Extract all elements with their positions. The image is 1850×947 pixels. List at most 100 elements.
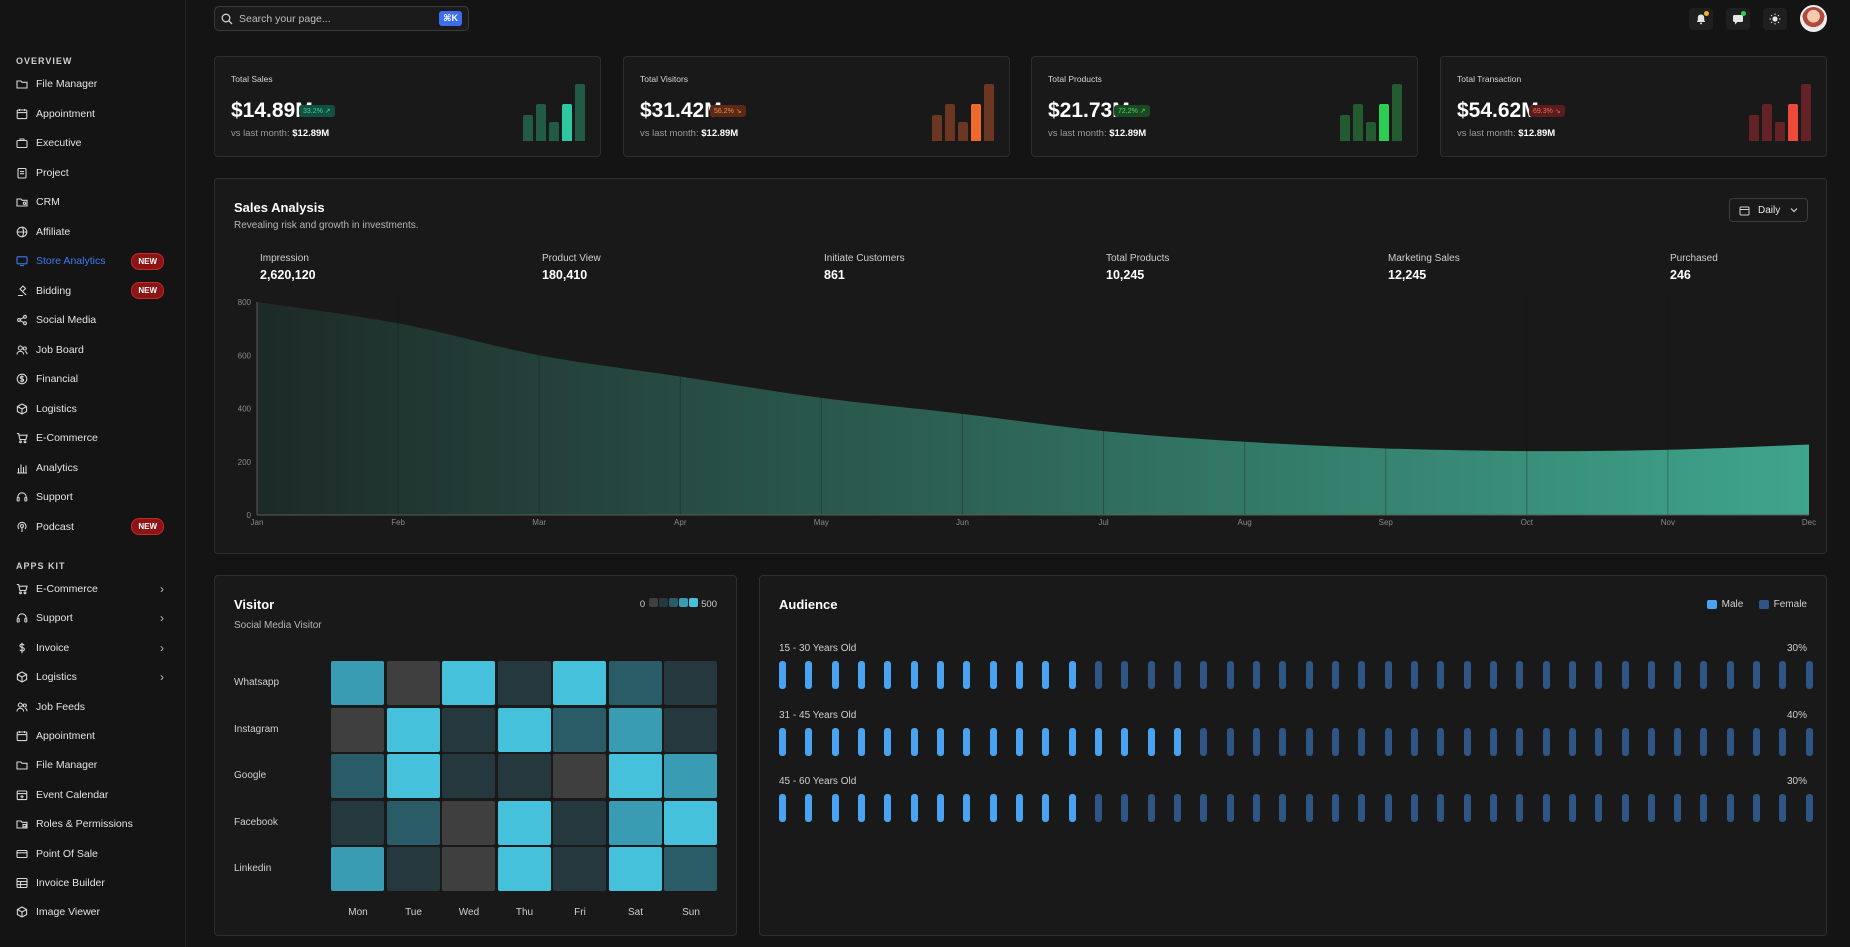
heatmap-legend-swatches [648, 598, 699, 610]
sidebar-item-support[interactable]: Support › [16, 607, 164, 629]
sidebar-item-image-viewer[interactable]: Image Viewer [16, 901, 164, 923]
y-tick-label: 600 [238, 351, 252, 360]
sidebar-item-podcast[interactable]: Podcast NEW [16, 516, 164, 538]
search-bar[interactable]: ⌘K [214, 6, 469, 31]
heatmap-cell[interactable] [553, 847, 606, 891]
heatmap-cell[interactable] [497, 754, 551, 798]
search-input[interactable] [239, 12, 434, 25]
heatmap-cell[interactable] [331, 754, 384, 798]
sidebar-item-e-commerce[interactable]: E-Commerce [16, 427, 164, 449]
heatmap-cell[interactable] [553, 754, 606, 798]
messages-button[interactable] [1726, 8, 1750, 30]
sidebar-item-support[interactable]: Support [16, 486, 164, 508]
female-bar [1542, 794, 1550, 822]
heatmap-cell[interactable] [664, 707, 717, 752]
user-avatar[interactable] [1800, 5, 1827, 32]
heatmap-cell[interactable] [608, 707, 662, 752]
audience-bar-row [779, 728, 1813, 756]
sidebar-item-file-manager[interactable]: File Manager [16, 754, 164, 776]
heatmap-cell[interactable] [608, 800, 662, 845]
sidebar-item-executive[interactable]: Executive [16, 132, 164, 154]
sidebar-item-invoice[interactable]: Invoice › [16, 637, 164, 659]
theme-toggle-button[interactable] [1763, 8, 1787, 30]
female-bar [1674, 728, 1682, 756]
heatmap-cell[interactable] [386, 707, 440, 752]
heatmap-cell[interactable] [553, 707, 606, 752]
heatmap-cell[interactable] [331, 661, 384, 705]
sidebar-item-e-commerce[interactable]: E-Commerce › [16, 578, 164, 600]
heatmap-cell[interactable] [608, 847, 662, 891]
sidebar-item-point-of-sale[interactable]: Point Of Sale [16, 843, 164, 865]
heatmap-cell[interactable] [386, 800, 440, 845]
heatmap-cell[interactable] [386, 847, 440, 891]
heatmap-cell[interactable] [442, 661, 495, 705]
heatmap-cell[interactable] [497, 847, 551, 891]
box-icon [16, 671, 28, 683]
sidebar-item-project[interactable]: Project [16, 162, 164, 184]
metric-value: 180,410 [542, 268, 588, 282]
female-bar [1621, 728, 1629, 756]
heatmap-cell[interactable] [664, 800, 717, 845]
sidebar-item-file-manager[interactable]: File Manager [16, 73, 164, 95]
sidebar-item-appointment[interactable]: Appointment [16, 725, 164, 747]
heatmap-cell[interactable] [442, 847, 495, 891]
female-bar [1226, 661, 1234, 689]
heatmap-cell[interactable] [442, 707, 495, 752]
heatmap-cell[interactable] [386, 661, 440, 705]
heatmap-cell[interactable] [608, 661, 662, 705]
sidebar-item-financial[interactable]: Financial [16, 368, 164, 390]
heatmap-cell[interactable] [553, 800, 606, 845]
sidebar-item-logistics[interactable]: Logistics › [16, 666, 164, 688]
period-dropdown[interactable]: Daily [1729, 198, 1808, 222]
audience-bar-row [779, 661, 1813, 689]
sidebar-item-appointment[interactable]: Appointment [16, 103, 164, 125]
stat-mini-bar-chart [1340, 83, 1404, 141]
heatmap-cell[interactable] [664, 754, 717, 798]
sidebar-item-bidding[interactable]: Bidding NEW [16, 280, 164, 302]
stat-bar [1749, 115, 1759, 141]
legend-female: Female [1758, 599, 1807, 610]
sidebar-item-job-board[interactable]: Job Board [16, 339, 164, 361]
heatmap-cell[interactable] [442, 800, 495, 845]
sidebar-item-event-calendar[interactable]: Event Calendar [16, 784, 164, 806]
sidebar-item-job-feeds[interactable]: Job Feeds [16, 696, 164, 718]
heatmap-cell[interactable] [442, 754, 495, 798]
heatmap-cell[interactable] [608, 754, 662, 798]
heatmap-cell[interactable] [553, 661, 606, 705]
stat-bar [1392, 84, 1402, 141]
female-bar [1516, 728, 1524, 756]
heatmap-cell[interactable] [664, 661, 717, 705]
male-bar [1068, 661, 1076, 689]
sidebar-item-social-media[interactable]: Social Media [16, 309, 164, 331]
sidebar-item-crm[interactable]: CRM [16, 191, 164, 213]
female-bar [1674, 794, 1682, 822]
female-bar [1094, 661, 1102, 689]
sidebar-item-logistics[interactable]: Logistics [16, 398, 164, 420]
sidebar-item-analytics[interactable]: Analytics [16, 457, 164, 479]
sidebar-item-store-analytics[interactable]: Store Analytics NEW [16, 250, 164, 272]
heatmap-cell[interactable] [664, 847, 717, 891]
y-tick-label: 400 [238, 405, 252, 414]
female-bar [1726, 661, 1734, 689]
stat-comparison: vs last month: $12.89M [1048, 128, 1147, 139]
heatmap-cell[interactable] [386, 754, 440, 798]
heatmap-cell[interactable] [497, 800, 551, 845]
heatmap-cell[interactable] [331, 800, 384, 845]
heatmap-cell[interactable] [497, 707, 551, 752]
male-bar [1015, 728, 1023, 756]
stat-bar [984, 84, 994, 141]
stat-mini-bar-chart [932, 83, 996, 141]
female-bar [1595, 661, 1603, 689]
heatmap-cell[interactable] [331, 847, 384, 891]
notifications-button[interactable] [1689, 8, 1713, 30]
heatmap-cell[interactable] [497, 661, 551, 705]
sidebar-item-label: Logistics [36, 402, 77, 415]
stat-bar [1775, 122, 1785, 141]
metric-value: 861 [824, 268, 845, 282]
heatmap-cell[interactable] [331, 707, 384, 752]
sidebar-item-roles-permissions[interactable]: Roles & Permissions [16, 813, 164, 835]
female-bar [1226, 794, 1234, 822]
sidebar-item-label: CRM [36, 196, 60, 208]
sidebar-item-invoice-builder[interactable]: Invoice Builder [16, 872, 164, 894]
sidebar-item-affiliate[interactable]: Affiliate [16, 221, 164, 243]
